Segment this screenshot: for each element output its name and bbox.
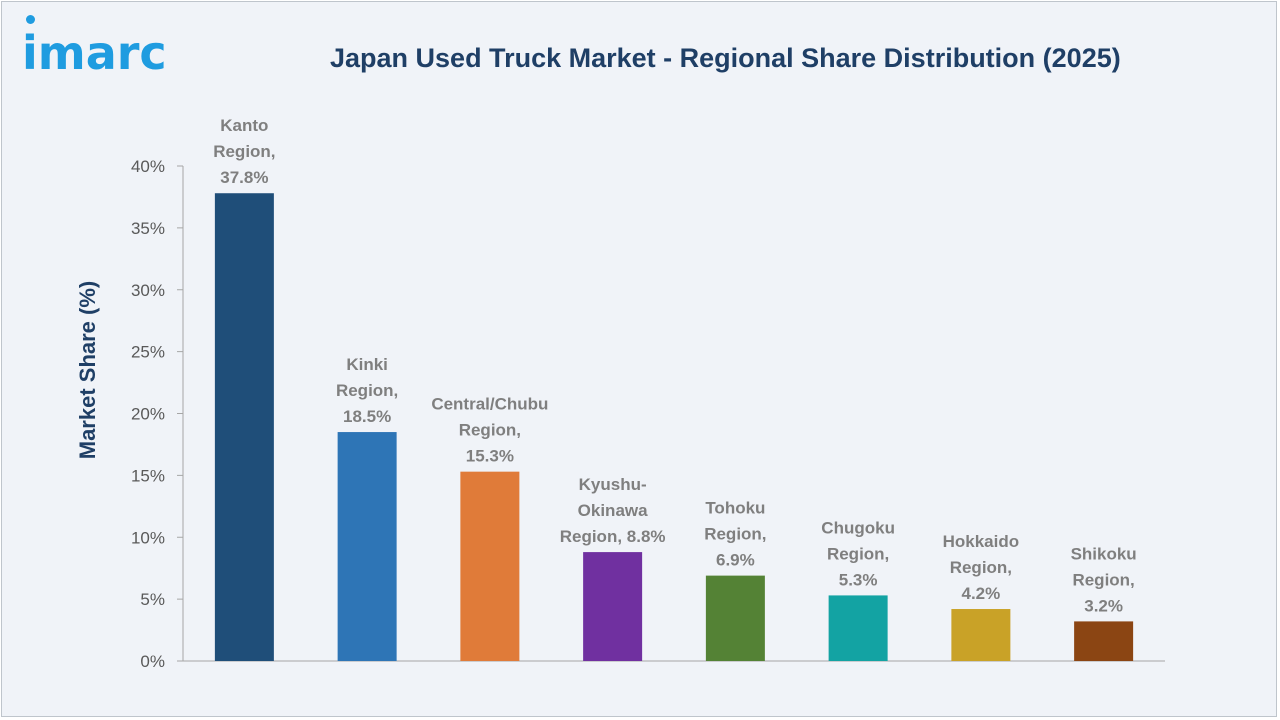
data-label: Okinawa [578,501,648,520]
data-label: Region, [1072,570,1134,589]
data-label: Region, [827,544,889,563]
y-tick-label: 25% [131,343,165,362]
y-tick-label: 30% [131,281,165,300]
data-labels: Kanto Region, 37.8% Kinki Region, 18.5% Centra… [213,116,1136,615]
data-label: Tohoku [705,499,765,518]
bar [214,193,274,661]
bar [828,595,888,661]
y-axis: 0% 5% 10% 15% 20% 25% 30% 35% 40% [131,157,1165,671]
logo-dot [26,15,35,24]
y-tick-label: 40% [131,157,165,176]
data-label: Central/Chubu [431,395,548,414]
y-tick-label: 20% [131,405,165,424]
data-label: 18.5% [343,407,391,426]
data-label: Shikoku [1071,544,1137,563]
data-label: Chugoku [821,518,895,537]
data-label: 15.3% [466,447,514,466]
data-label: Region, 8.8% [560,527,666,546]
data-label: Region, [704,525,766,544]
y-tick-label: 35% [131,219,165,238]
bar [460,471,520,661]
bars [214,193,1134,661]
data-label: Region, [459,421,521,440]
data-label: 5.3% [839,570,878,589]
y-tick-label: 10% [131,528,165,547]
data-label: Region, [213,142,275,161]
data-label: 6.9% [716,551,755,570]
y-tick-label: 15% [131,466,165,485]
bar [583,552,643,661]
data-label: Region, [950,558,1012,577]
bar [705,575,765,661]
data-label: 37.8% [220,168,268,187]
bar [337,432,397,661]
data-label: 3.2% [1084,596,1123,615]
imarc-logo: imarc [22,26,167,80]
data-label: Kyushu- [579,475,647,494]
y-tick-label: 0% [140,652,165,671]
data-label: Hokkaido [943,532,1020,551]
bar [951,609,1011,661]
chart-title: Japan Used Truck Market - Regional Share… [330,43,1121,73]
y-tick-label: 5% [140,590,165,609]
bar [1074,621,1134,661]
data-label: Kanto [220,116,268,135]
data-label: 4.2% [962,584,1001,603]
data-label: Region, [336,381,398,400]
data-label: Kinki [346,355,388,374]
